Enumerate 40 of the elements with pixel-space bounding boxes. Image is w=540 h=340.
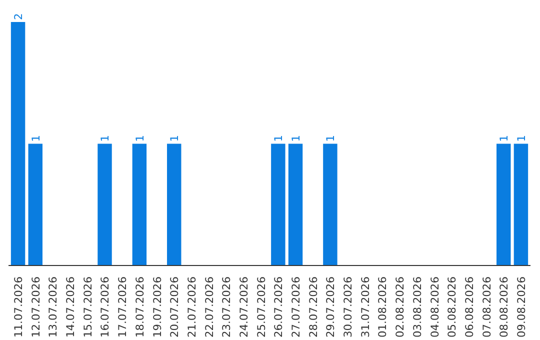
x-tick-label: 23.07.2026 (220, 276, 234, 338)
x-tick-label: 21.07.2026 (185, 276, 198, 338)
data-label: 1 (290, 134, 303, 142)
data-label: 1 (168, 134, 182, 142)
x-tick-label: 05.08.2026 (446, 276, 459, 338)
x-tick-label: 04.08.2026 (428, 276, 442, 338)
x-tick-label: 22.07.2026 (202, 276, 216, 338)
x-tick-label: 28.07.2026 (306, 276, 320, 338)
x-tick-label: 06.08.2026 (462, 276, 476, 338)
data-label: 1 (272, 134, 286, 142)
x-tick-label: 29.07.2026 (324, 276, 338, 338)
x-tick-label: 11.07.2026 (12, 276, 26, 338)
x-tick-label: 31.07.2026 (358, 276, 372, 338)
x-tick-label: 27.07.2026 (290, 276, 303, 338)
x-tick-label: 20.07.2026 (168, 276, 182, 338)
x-tick-label: 12.07.2026 (29, 276, 42, 338)
x-tick-label: 24.07.2026 (237, 276, 250, 338)
x-tick-label: 02.08.2026 (394, 276, 407, 338)
data-label: 1 (29, 134, 42, 142)
x-tick-label: 15.07.2026 (81, 276, 94, 338)
x-tick-label: 19.07.2026 (150, 276, 164, 338)
x-tick-label: 07.08.2026 (480, 276, 494, 338)
data-label: 2 (12, 13, 26, 20)
x-tick-label: 16.07.2026 (98, 276, 112, 338)
x-tick-label: 18.07.2026 (133, 276, 146, 338)
x-tick-label: 13.07.2026 (46, 276, 60, 338)
data-label: 1 (133, 134, 146, 142)
x-tick-label: 08.08.2026 (498, 276, 511, 338)
x-tick-label: 17.07.2026 (116, 276, 130, 338)
data-label: 1 (98, 134, 112, 142)
x-tick-label: 01.08.2026 (376, 276, 390, 338)
x-tick-label: 14.07.2026 (64, 276, 78, 338)
data-label: 1 (514, 134, 528, 142)
x-tick-label: 25.07.2026 (254, 276, 268, 338)
x-tick-label: 30.07.2026 (342, 276, 355, 338)
x-tick-label: 09.08.2026 (514, 276, 528, 338)
data-label: 1 (324, 134, 338, 142)
x-tick-label: 26.07.2026 (272, 276, 286, 338)
data-label: 1 (498, 134, 511, 142)
x-tick-label: 03.08.2026 (410, 276, 424, 338)
